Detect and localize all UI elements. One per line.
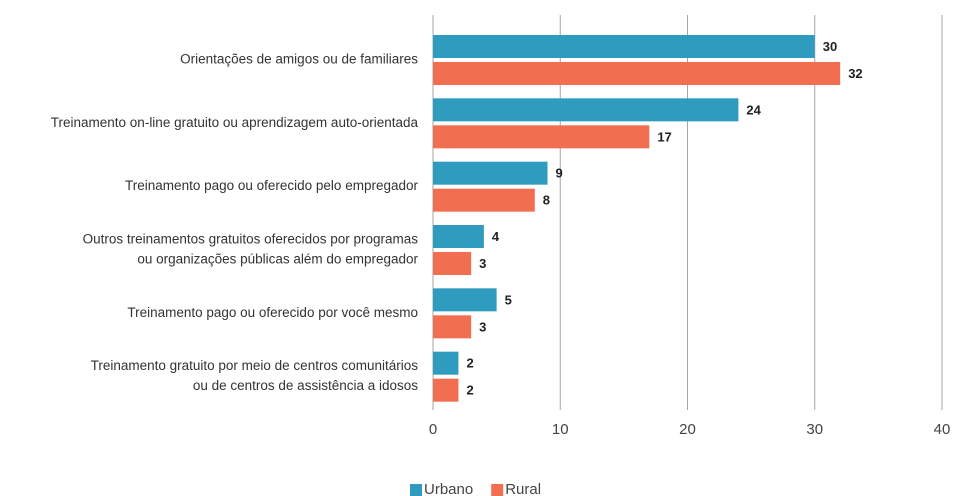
category-label: Treinamento on-line gratuito ou aprendiz… <box>51 115 419 130</box>
value-label: 24 <box>746 102 761 117</box>
bar <box>433 125 650 149</box>
bar <box>433 378 459 402</box>
bar <box>433 35 815 58</box>
category-label: Treinamento pago ou oferecido por você m… <box>127 305 418 320</box>
value-label: 30 <box>823 39 837 54</box>
value-label: 9 <box>556 166 563 181</box>
x-tick-label: 0 <box>429 421 437 438</box>
bar <box>433 161 548 185</box>
x-tick-label: 10 <box>552 421 569 438</box>
x-tick-label: 30 <box>806 421 823 438</box>
value-label: 5 <box>505 292 512 307</box>
legend-label: Rural <box>505 481 541 496</box>
category-label: ou de centros de assistência a idosos <box>193 378 418 393</box>
bar <box>433 225 484 248</box>
category-label: Outros treinamentos gratuitos oferecidos… <box>83 232 419 247</box>
value-label: 3 <box>479 256 486 271</box>
bar <box>433 288 497 312</box>
bar <box>433 188 535 212</box>
x-tick-label: 20 <box>679 421 696 438</box>
legend-swatch <box>491 484 504 496</box>
value-label: 2 <box>466 356 473 371</box>
bar <box>433 98 739 122</box>
x-tick-label: 40 <box>934 421 951 438</box>
bar <box>433 62 841 85</box>
legend-swatch <box>410 484 422 496</box>
value-label: 2 <box>466 383 473 398</box>
category-label: Treinamento gratuito por meio de centros… <box>91 358 419 373</box>
legend-label: Urbano <box>424 481 473 496</box>
value-label: 3 <box>479 319 486 334</box>
value-label: 4 <box>492 229 500 244</box>
bar <box>433 315 472 339</box>
category-label: ou organizações públicas além do emprega… <box>137 252 418 267</box>
value-label: 17 <box>657 129 671 144</box>
category-label: Orientações de amigos ou de familiares <box>180 52 418 67</box>
value-label: 32 <box>848 66 862 81</box>
bar <box>433 351 459 375</box>
bar <box>433 252 472 275</box>
category-label: Treinamento pago ou oferecido pelo empre… <box>125 178 418 193</box>
value-label: 8 <box>543 193 550 208</box>
